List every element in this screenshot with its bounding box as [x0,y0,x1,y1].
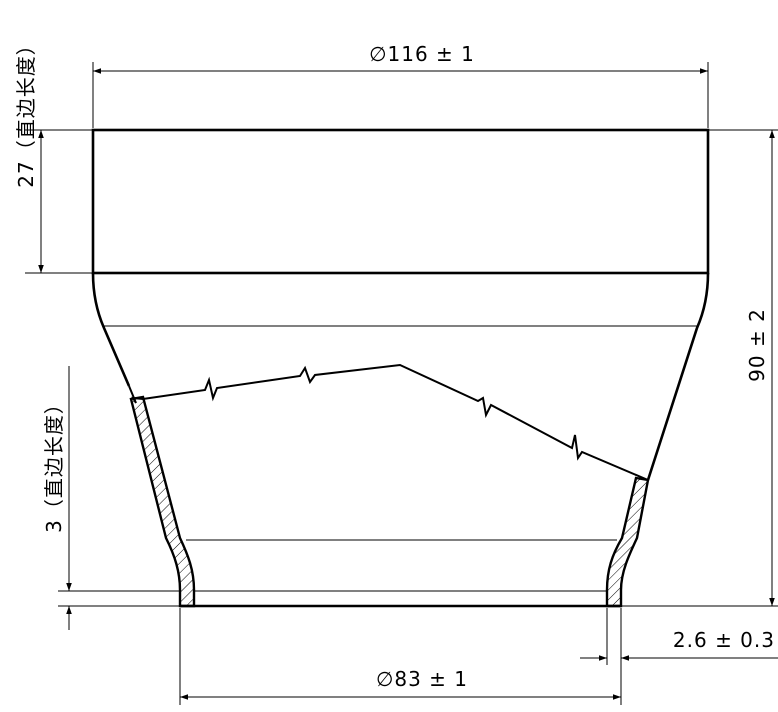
cone-left-outer-edge [91,272,131,387]
top-cylinder-outline [91,128,710,275]
top-straight-length-label: 27（直边长度） [14,34,38,187]
left-wall-section [129,395,196,608]
total-height-label: 90 ± 2 [745,308,769,382]
top-diameter-label: ∅116 ± 1 [369,42,475,66]
wall-thickness-label: 2.6 ± 0.3 [673,628,775,652]
right-wall-section [605,476,650,608]
bottom-straight-length-label: 3（直边长度） [42,393,66,533]
bottom-diameter-label: ∅83 ± 1 [376,667,468,691]
break-line [128,363,649,481]
cone-right-outer-edge [646,272,710,481]
